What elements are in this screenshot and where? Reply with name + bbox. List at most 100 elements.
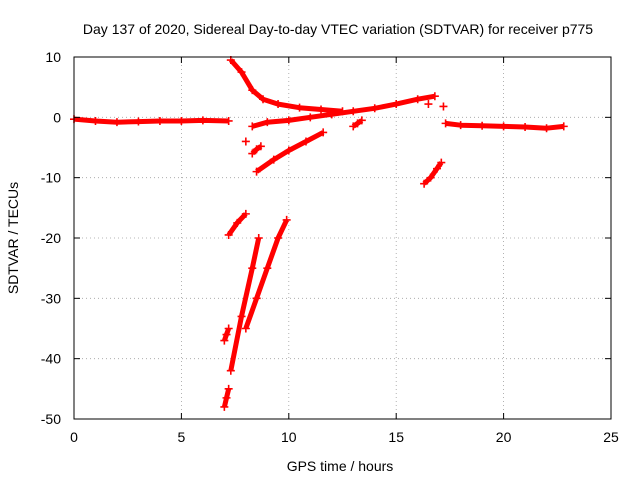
data-point — [241, 324, 250, 333]
data-point — [220, 336, 229, 345]
data-point — [301, 137, 310, 146]
y-tick-label: -40 — [41, 351, 61, 367]
series-arc-fragment-c — [248, 142, 265, 158]
data-point — [254, 234, 263, 242]
data-point — [426, 173, 435, 182]
y-tick-label: 10 — [45, 49, 61, 65]
data-point — [499, 122, 508, 131]
series-arc-late-flat — [441, 119, 568, 133]
y-tick-label: -10 — [41, 170, 61, 186]
data-point — [248, 86, 257, 95]
data-point — [559, 122, 568, 131]
data-point — [263, 264, 272, 273]
series-arc-descending-top — [226, 56, 347, 116]
data-point — [284, 146, 293, 155]
data-point — [224, 384, 233, 393]
series-arc-fragment-a — [220, 324, 233, 345]
data-point — [241, 209, 250, 218]
chart-title: Day 137 of 2020, Sidereal Day-to-day VTE… — [83, 21, 593, 37]
x-axis-title: GPS time / hours — [287, 458, 394, 474]
series-arc-fragment-b — [349, 116, 366, 131]
series-layer — [70, 56, 568, 411]
data-point — [317, 105, 326, 114]
series-arc-rising-mid — [252, 128, 328, 176]
data-point — [263, 118, 272, 127]
data-point — [478, 121, 487, 130]
data-point — [224, 324, 233, 333]
data-point — [252, 167, 261, 176]
series-line — [422, 161, 444, 186]
data-point — [349, 122, 358, 131]
data-point — [248, 264, 257, 273]
data-point — [241, 137, 250, 146]
y-tick-label: -50 — [41, 411, 61, 427]
data-point — [233, 218, 242, 227]
data-point — [112, 118, 121, 127]
data-point — [349, 107, 358, 116]
data-point — [420, 179, 429, 188]
x-tick-label: 20 — [496, 429, 512, 445]
data-point — [284, 116, 293, 125]
data-point — [282, 215, 291, 224]
data-point — [430, 92, 439, 101]
data-point — [155, 116, 164, 125]
data-point — [91, 116, 100, 125]
series-isolated-points — [241, 100, 448, 146]
data-point — [259, 95, 268, 104]
data-point — [248, 122, 257, 131]
data-point — [222, 393, 231, 402]
data-point — [295, 103, 304, 112]
data-point — [226, 366, 235, 375]
data-point — [224, 116, 233, 125]
series-arc-afternoon-short — [420, 158, 446, 188]
data-point — [327, 110, 336, 119]
data-point — [392, 100, 401, 109]
data-point — [252, 294, 261, 303]
data-point — [439, 102, 448, 111]
data-point — [433, 164, 442, 173]
data-point — [521, 122, 530, 131]
data-point — [224, 230, 233, 239]
data-point — [134, 117, 143, 126]
data-point — [220, 402, 229, 411]
data-point — [542, 124, 551, 133]
y-tick-label: -20 — [41, 230, 61, 246]
series-line — [251, 93, 436, 129]
data-point — [370, 104, 379, 113]
data-point — [413, 95, 422, 104]
data-point — [437, 158, 446, 167]
data-point — [237, 312, 246, 321]
y-tick-label: 0 — [53, 109, 61, 125]
data-point — [357, 116, 366, 125]
x-tick-label: 15 — [388, 429, 404, 445]
data-point — [198, 116, 207, 125]
data-point — [222, 330, 231, 339]
tick-layer: 0 5 10 15 20 25 10 0 -10 -20 -30 -40 -50 — [41, 49, 619, 445]
data-point — [274, 100, 283, 109]
series-line — [255, 130, 325, 174]
series-arc-rising-near-zero — [248, 92, 439, 131]
x-tick-label: 10 — [281, 429, 297, 445]
y-axis-title: SDTVAR / TECUs — [5, 182, 21, 294]
data-point — [456, 121, 465, 130]
data-point — [274, 234, 283, 242]
data-point — [441, 119, 450, 128]
data-point — [269, 155, 278, 164]
data-point — [353, 119, 362, 128]
x-tick-label: 0 — [70, 429, 78, 445]
x-tick-label: 25 — [603, 429, 619, 445]
data-point — [248, 149, 257, 158]
data-point — [319, 128, 328, 137]
series-arc-long-steep — [241, 215, 291, 333]
data-point — [424, 100, 433, 109]
data-point — [177, 116, 186, 125]
series-arc-early-flat — [70, 115, 233, 127]
series-arc-bottom-fragment — [220, 384, 233, 411]
data-point — [237, 68, 246, 77]
x-tick-label: 5 — [178, 429, 186, 445]
data-point — [306, 113, 315, 122]
data-point — [256, 142, 265, 151]
y-tick-label: -30 — [41, 290, 61, 306]
series-arc-lower-steep — [226, 234, 263, 375]
